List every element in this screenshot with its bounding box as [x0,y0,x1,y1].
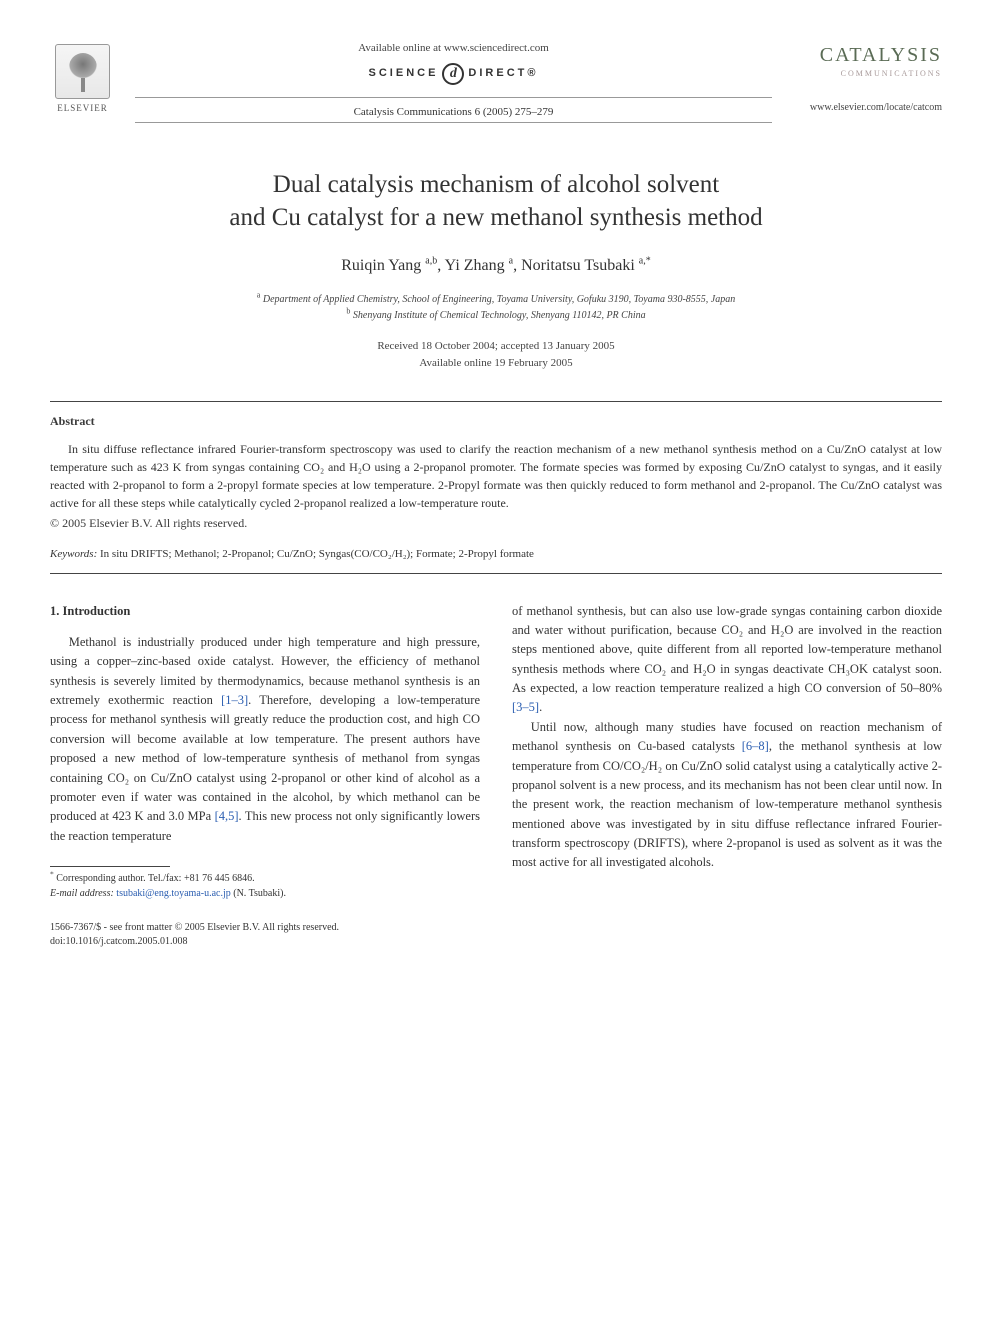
introduction-heading: 1. Introduction [50,602,480,621]
abstract-rule-top [50,401,942,402]
footer-doi: doi:10.1016/j.catcom.2005.01.008 [50,935,942,949]
elsevier-tree-icon [55,44,110,99]
author-3: Noritatsu Tsubaki a,* [521,257,651,274]
affiliations: a Department of Applied Chemistry, Schoo… [50,292,942,324]
corresponding-email[interactable]: tsubaki@eng.toyama-u.ac.jp [116,888,230,899]
ref-link-6-8[interactable]: [6–8] [742,739,769,753]
article-dates: Received 18 October 2004; accepted 13 Ja… [50,338,942,371]
corresponding-author-note: * Corresponding author. Tel./fax: +81 76… [50,871,480,886]
abstract-rule-bottom [50,573,942,574]
footnotes: * Corresponding author. Tel./fax: +81 76… [50,871,480,901]
available-online-date: Available online 19 February 2005 [50,355,942,372]
keywords: Keywords: In situ DRIFTS; Methanol; 2-Pr… [50,546,942,563]
title-line-2: and Cu catalyst for a new methanol synth… [229,204,762,231]
sd-left: SCIENCE [369,65,439,82]
email-person: (N. Tsubaki). [233,888,286,899]
footer-copyright: 1566-7367/$ - see front matter © 2005 El… [50,921,942,935]
ref-link-3-5[interactable]: [3–5] [512,700,539,714]
email-label: E-mail address: [50,888,114,899]
article-title: Dual catalysis mechanism of alcohol solv… [110,169,882,234]
page-header: ELSEVIER Available online at www.science… [50,40,942,129]
ref-link-4-5[interactable]: [4,5] [215,809,239,823]
header-rule-bottom [135,122,772,123]
affiliation-a: a Department of Applied Chemistry, Schoo… [50,292,942,308]
column-right: of methanol synthesis, but can also use … [512,602,942,902]
abstract-copyright: © 2005 Elsevier B.V. All rights reserved… [50,514,942,532]
footnote-separator [50,866,170,867]
journal-reference: Catalysis Communications 6 (2005) 275–27… [135,104,772,121]
page-footer: 1566-7367/$ - see front matter © 2005 El… [50,921,942,949]
author-1: Ruiqin Yang a,b [341,257,437,274]
email-line: E-mail address: tsubaki@eng.toyama-u.ac.… [50,886,480,901]
journal-url: www.elsevier.com/locate/catcom [792,100,942,115]
journal-logo-subtitle: COMMUNICATIONS [792,68,942,80]
intro-para-1-right: of methanol synthesis, but can also use … [512,602,942,718]
abstract-text: In situ diffuse reflectance infrared Fou… [50,440,942,512]
sciencedirect-logo: SCIENCE d DIRECT® [135,63,772,85]
header-rule-top [135,97,772,98]
affiliation-b: b Shenyang Institute of Chemical Technol… [50,308,942,324]
center-header: Available online at www.sciencedirect.co… [115,40,792,129]
keywords-label: Keywords: [50,548,97,560]
author-2: Yi Zhang a [445,257,513,274]
title-line-1: Dual catalysis mechanism of alcohol solv… [273,171,719,198]
body-columns: 1. Introduction Methanol is industrially… [50,602,942,902]
intro-para-2: Until now, although many studies have fo… [512,718,942,873]
abstract-body: In situ diffuse reflectance infrared Fou… [50,440,942,512]
keywords-text: In situ DRIFTS; Methanol; 2-Propanol; Cu… [100,548,534,560]
intro-para-1-left: Methanol is industrially produced under … [50,633,480,846]
publisher-name: ELSEVIER [57,102,108,116]
available-online-text: Available online at www.sciencedirect.co… [135,40,772,57]
elsevier-logo: ELSEVIER [50,40,115,115]
sd-d-icon: d [442,63,464,85]
ref-link-1-3[interactable]: [1–3] [221,693,248,707]
column-left: 1. Introduction Methanol is industrially… [50,602,480,902]
sd-right: DIRECT® [468,65,538,82]
abstract-heading: Abstract [50,412,942,430]
received-accepted: Received 18 October 2004; accepted 13 Ja… [50,338,942,355]
journal-logo-title: CATALYSIS [792,40,942,70]
journal-logo-block: CATALYSIS COMMUNICATIONS www.elsevier.co… [792,40,942,115]
authors: Ruiqin Yang a,b, Yi Zhang a, Noritatsu T… [50,254,942,278]
